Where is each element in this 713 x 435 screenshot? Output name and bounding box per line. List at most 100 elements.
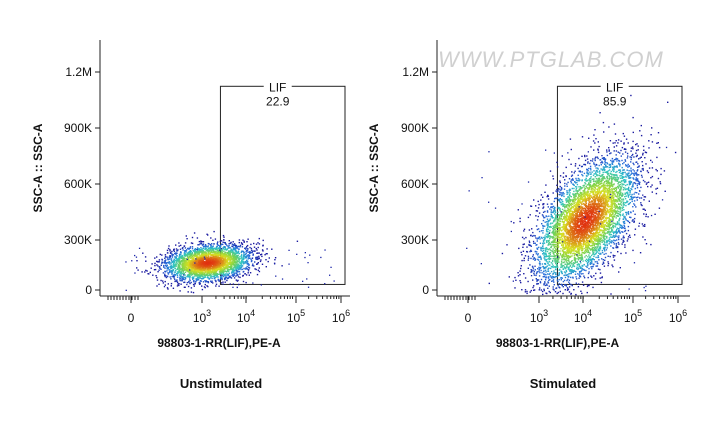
cell-event [237,264,240,266]
cell-event [180,271,182,274]
cell-event [615,157,617,160]
cell-event [574,225,576,227]
cell-event [539,287,541,289]
cell-event [275,275,277,277]
cell-event [171,256,174,258]
cell-event [252,254,254,256]
cell-event [191,274,193,276]
cell-event [202,269,204,272]
cell-event [161,261,164,263]
cell-event [590,260,593,263]
cell-event [244,257,246,259]
cell-event [607,195,609,197]
cell-event [178,269,180,271]
cell-event [546,236,548,239]
cell-event [164,257,166,259]
cell-event [552,178,555,180]
cell-event [200,251,202,253]
cell-event [216,252,219,254]
cell-event [521,254,523,256]
cell-event [195,263,198,265]
cell-event [614,199,616,201]
cell-event [550,276,552,278]
cell-event [207,256,210,258]
cell-event [154,257,156,259]
cell-event [218,263,220,266]
cell-event [192,256,194,258]
cell-event [214,274,217,276]
cell-event [200,255,202,257]
y-tick-label: 0 [85,283,92,297]
cell-event [172,263,175,265]
cell-event [220,240,223,242]
cell-event [593,163,595,165]
cell-event [185,235,187,237]
cell-event [186,258,188,260]
cell-event [609,163,612,166]
cell-event [610,227,613,229]
cell-event [210,245,212,247]
cell-event [556,197,559,199]
cell-event [598,180,600,182]
cell-event [555,262,557,265]
cell-event [209,265,211,267]
cell-event [223,262,225,264]
cell-event [588,235,590,238]
cell-event [189,253,191,255]
cell-event [574,194,576,196]
cell-event [207,263,210,265]
cell-event [239,267,241,269]
cell-event [167,266,170,268]
cell-event [214,264,216,267]
cell-event [249,252,251,254]
cell-event [227,261,229,263]
cell-event [609,152,611,155]
cell-event [164,273,166,275]
cell-event [169,266,171,268]
cell-event [214,266,216,269]
cell-event [226,255,229,257]
cell-event [212,266,214,269]
cell-event [212,264,215,267]
cell-event [180,269,182,271]
cell-event [193,248,196,251]
cell-event [216,243,219,246]
cell-event [182,276,184,278]
x-tick-label: 0 [465,311,472,325]
cell-event [232,241,234,243]
cell-event [184,251,186,253]
cell-event [199,266,201,268]
cell-event [252,282,254,284]
cell-event [183,281,185,284]
cell-event [179,279,181,282]
cell-event [196,252,199,254]
cell-event [554,211,557,214]
cell-event [611,157,614,160]
cell-event [174,262,176,264]
cell-event [572,194,575,196]
cell-event [613,146,615,148]
cell-event [189,269,192,271]
cell-event [578,213,581,216]
cell-event [229,253,232,256]
cell-event [222,259,224,261]
cell-event [231,259,234,261]
cell-event [650,159,652,162]
cell-event [597,239,599,241]
cell-event [243,270,245,273]
cell-event [615,145,618,147]
cell-event [242,275,244,277]
cell-event [596,185,599,187]
cell-event [185,254,188,256]
cell-event [559,208,561,211]
cell-event [212,267,215,270]
cell-event [207,268,209,270]
cell-event [200,275,202,277]
cell-event [601,277,603,279]
cell-event [164,260,166,262]
cell-event [205,245,208,248]
cell-event [645,213,647,215]
cell-event [595,222,597,224]
cell-event [580,273,582,275]
x-tick-label: 103 [530,308,548,325]
